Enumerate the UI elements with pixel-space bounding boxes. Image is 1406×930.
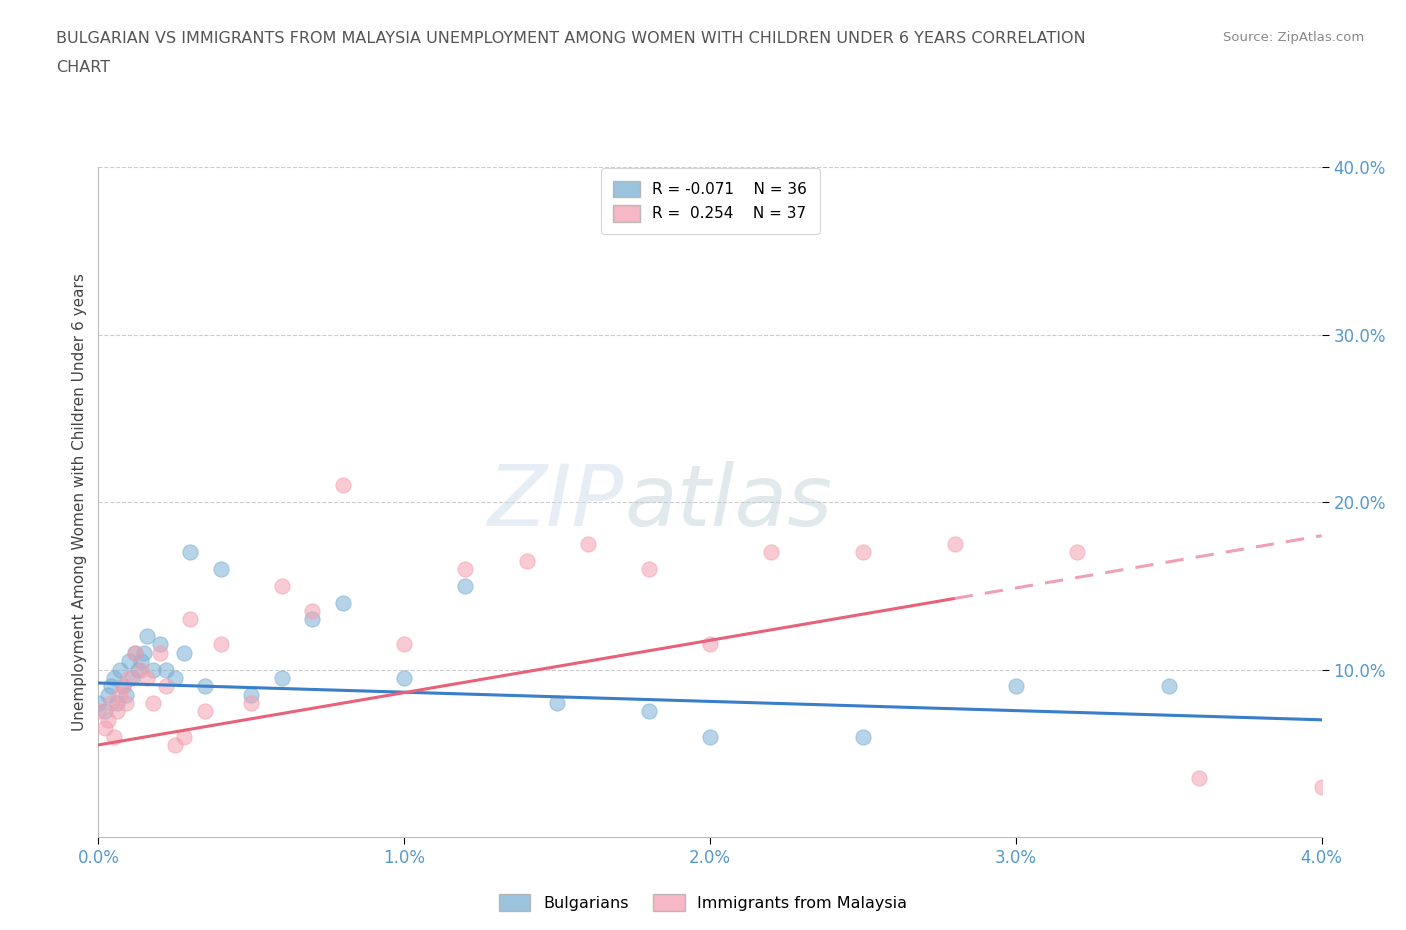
- Point: [852, 729, 875, 744]
- Point: [699, 729, 721, 744]
- Point: [103, 671, 125, 685]
- Point: [97, 687, 120, 702]
- Point: [852, 545, 875, 560]
- Point: [454, 578, 477, 593]
- Point: [761, 545, 783, 560]
- Point: [392, 671, 416, 685]
- Legend: Bulgarians, Immigrants from Malaysia: Bulgarians, Immigrants from Malaysia: [492, 887, 914, 917]
- Point: [124, 645, 146, 660]
- Point: [638, 704, 661, 719]
- Point: [332, 478, 354, 493]
- Point: [111, 679, 134, 694]
- Point: [129, 654, 152, 669]
- Point: [100, 696, 122, 711]
- Text: CHART: CHART: [56, 60, 110, 75]
- Y-axis label: Unemployment Among Women with Children Under 6 years: Unemployment Among Women with Children U…: [72, 273, 87, 731]
- Point: [179, 545, 201, 560]
- Point: [124, 645, 146, 660]
- Point: [127, 662, 149, 677]
- Point: [173, 645, 195, 660]
- Point: [332, 595, 354, 610]
- Point: [105, 696, 128, 711]
- Point: [149, 637, 172, 652]
- Point: [118, 671, 141, 685]
- Point: [699, 637, 721, 652]
- Point: [576, 537, 599, 551]
- Point: [129, 662, 152, 677]
- Point: [270, 671, 294, 685]
- Point: [121, 671, 143, 685]
- Point: [93, 721, 115, 736]
- Point: [155, 679, 177, 694]
- Point: [943, 537, 966, 551]
- Point: [209, 637, 232, 652]
- Point: [163, 737, 186, 752]
- Point: [136, 629, 159, 644]
- Point: [149, 645, 172, 660]
- Point: [103, 729, 125, 744]
- Point: [194, 679, 217, 694]
- Point: [1310, 779, 1333, 794]
- Point: [515, 553, 537, 568]
- Point: [209, 562, 232, 577]
- Point: [301, 604, 323, 618]
- Point: [100, 679, 122, 694]
- Point: [134, 645, 156, 660]
- Point: [87, 696, 110, 711]
- Point: [240, 696, 263, 711]
- Point: [194, 704, 217, 719]
- Point: [179, 612, 201, 627]
- Legend: R = -0.071    N = 36, R =  0.254    N = 37: R = -0.071 N = 36, R = 0.254 N = 37: [600, 168, 820, 233]
- Point: [136, 671, 159, 685]
- Point: [142, 662, 165, 677]
- Point: [1066, 545, 1088, 560]
- Text: ZIP: ZIP: [488, 460, 624, 544]
- Point: [118, 654, 141, 669]
- Point: [301, 612, 323, 627]
- Point: [1188, 771, 1211, 786]
- Point: [392, 637, 416, 652]
- Point: [93, 704, 115, 719]
- Point: [546, 696, 568, 711]
- Text: atlas: atlas: [624, 460, 832, 544]
- Text: BULGARIAN VS IMMIGRANTS FROM MALAYSIA UNEMPLOYMENT AMONG WOMEN WITH CHILDREN UND: BULGARIAN VS IMMIGRANTS FROM MALAYSIA UN…: [56, 31, 1085, 46]
- Point: [454, 562, 477, 577]
- Point: [97, 712, 120, 727]
- Point: [108, 687, 131, 702]
- Point: [638, 562, 661, 577]
- Text: Source: ZipAtlas.com: Source: ZipAtlas.com: [1223, 31, 1364, 44]
- Point: [270, 578, 294, 593]
- Point: [108, 662, 131, 677]
- Point: [1157, 679, 1180, 694]
- Point: [142, 696, 165, 711]
- Point: [105, 704, 128, 719]
- Point: [115, 687, 138, 702]
- Point: [87, 704, 110, 719]
- Point: [1004, 679, 1026, 694]
- Point: [111, 679, 134, 694]
- Point: [155, 662, 177, 677]
- Point: [240, 687, 263, 702]
- Point: [163, 671, 186, 685]
- Point: [173, 729, 195, 744]
- Point: [115, 696, 138, 711]
